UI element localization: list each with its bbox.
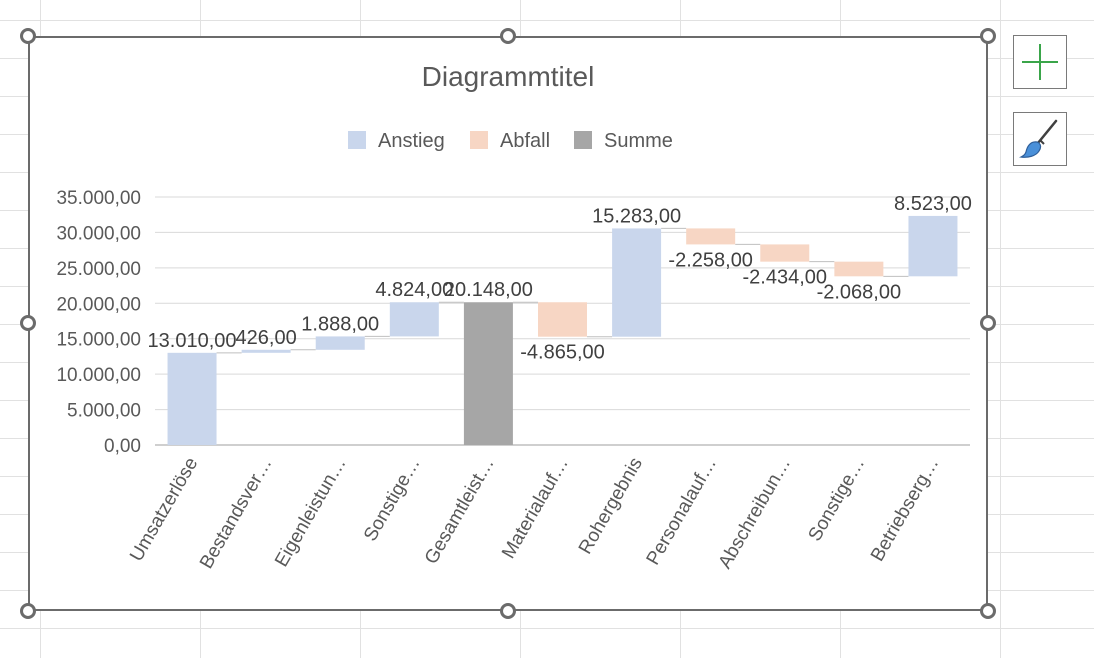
legend-swatch-total [574, 131, 592, 149]
bar-increase[interactable] [241, 349, 291, 353]
resize-handle-middle-right[interactable] [980, 315, 996, 331]
data-label[interactable]: -2.068,00 [817, 281, 902, 303]
y-tick-label: 10.000,00 [56, 365, 141, 386]
category-label: Abschreibun… [715, 454, 795, 572]
data-label[interactable]: 1.888,00 [301, 313, 379, 335]
data-labels[interactable]: 13.010,00 426,001.888,00 4.824,0020.148,00… [148, 193, 972, 364]
legend-label-total: Summe [604, 130, 673, 152]
category-label: Gesamtleist… [421, 454, 499, 568]
resize-handle-top-left[interactable] [20, 28, 36, 44]
legend[interactable]: Anstieg Abfall Summe [348, 130, 673, 152]
plot-bars[interactable] [167, 215, 958, 445]
category-label: Rohergebnis [575, 454, 647, 558]
y-tick-label: 15.000,00 [56, 330, 141, 351]
data-label[interactable]: -2.258,00 [668, 249, 753, 271]
category-label: Sonstige… [805, 454, 870, 545]
resize-handle-bottom-left[interactable] [20, 603, 36, 619]
category-label: Sonstige… [360, 454, 425, 545]
bar-increase[interactable] [612, 228, 662, 337]
bar-total[interactable] [463, 302, 513, 445]
bar-increase[interactable] [908, 215, 958, 277]
data-label[interactable]: -2.434,00 [743, 267, 828, 289]
data-label[interactable]: 15.283,00 [592, 205, 681, 227]
bar-decrease[interactable] [760, 244, 810, 262]
category-label: Materialauf… [498, 454, 573, 562]
category-label: Betriebserg… [867, 454, 943, 565]
brush-icon [1019, 119, 1058, 158]
y-tick-label: 35.000,00 [56, 188, 141, 209]
y-tick-label: 20.000,00 [56, 294, 141, 315]
chart-styles-button[interactable] [1013, 112, 1067, 166]
resize-handle-bottom-center[interactable] [500, 603, 516, 619]
bar-decrease[interactable] [834, 261, 884, 277]
bar-decrease[interactable] [686, 228, 736, 245]
resize-handle-bottom-right[interactable] [980, 603, 996, 619]
category-label: Umsatzerlöse [126, 454, 202, 565]
resize-handle-top-right[interactable] [980, 28, 996, 44]
chart-title[interactable]: Diagrammtitel [422, 61, 595, 92]
data-label[interactable]: 4.824,00 [375, 279, 453, 301]
y-tick-label: 30.000,00 [56, 223, 141, 244]
bar-increase[interactable] [315, 336, 365, 350]
y-tick-label: 5.000,00 [67, 401, 141, 422]
chart-elements-button[interactable] [1013, 35, 1067, 89]
data-label[interactable]: 20.148,00 [444, 279, 533, 301]
legend-label-increase: Anstieg [378, 130, 445, 152]
data-label[interactable]: 13.010,00 [148, 330, 237, 352]
data-label[interactable]: 8.523,00 [894, 193, 972, 215]
resize-handle-top-center[interactable] [500, 28, 516, 44]
y-tick-label: 25.000,00 [56, 259, 141, 280]
data-label[interactable]: 426,00 [236, 327, 297, 349]
y-axis[interactable]: 0,00 5.000,00 10.000,00 15.000,00 20.000,00 2… [56, 188, 141, 457]
plus-icon [1022, 44, 1058, 80]
category-label: Personalauf… [643, 454, 721, 569]
bar-decrease[interactable] [538, 302, 587, 337]
data-label[interactable]: -4.865,00 [520, 342, 605, 364]
resize-handle-middle-left[interactable] [20, 315, 36, 331]
legend-swatch-decrease [470, 131, 488, 149]
bar-increase[interactable] [167, 352, 217, 445]
category-label: Eigenleistun… [271, 454, 350, 571]
y-tick-label: 0,00 [104, 436, 141, 457]
category-label: Bestandsver… [196, 454, 276, 572]
connector-lines [216, 227, 909, 354]
bar-increase[interactable] [389, 302, 439, 337]
legend-label-decrease: Abfall [500, 130, 550, 152]
gridlines [155, 196, 970, 446]
legend-swatch-increase [348, 131, 366, 149]
